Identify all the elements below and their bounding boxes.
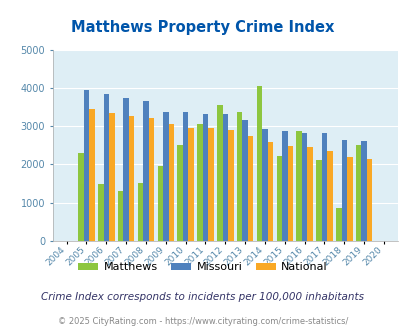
Bar [177,145,182,241]
Bar [202,114,208,241]
Bar [267,142,273,241]
Bar [355,145,360,241]
Text: © 2025 CityRating.com - https://www.cityrating.com/crime-statistics/: © 2025 CityRating.com - https://www.city… [58,317,347,326]
Bar [307,147,312,241]
Legend: Matthews, Missouri, National: Matthews, Missouri, National [73,258,332,277]
Bar [301,133,307,241]
Bar [296,131,301,241]
Bar [236,112,242,241]
Bar [117,191,123,241]
Bar [366,159,371,241]
Bar [129,116,134,241]
Bar [247,136,253,241]
Bar [315,160,321,241]
Bar [360,141,366,241]
Bar [157,166,163,241]
Bar [242,120,247,241]
Text: Crime Index corresponds to incidents per 100,000 inhabitants: Crime Index corresponds to incidents per… [41,292,364,302]
Bar [182,112,188,241]
Bar [256,86,262,241]
Bar [89,109,95,241]
Bar [163,112,168,241]
Bar [228,130,233,241]
Bar [98,184,103,241]
Bar [197,124,202,241]
Bar [321,133,326,241]
Bar [148,118,154,241]
Bar [208,128,213,241]
Bar [346,157,352,241]
Bar [341,140,346,241]
Bar [78,153,83,241]
Bar [335,208,341,241]
Bar [287,146,292,241]
Bar [123,98,129,241]
Bar [281,131,287,241]
Bar [276,156,281,241]
Bar [222,114,228,241]
Bar [216,105,222,241]
Bar [188,128,194,241]
Bar [83,90,89,241]
Bar [143,101,148,241]
Bar [262,129,267,241]
Bar [109,113,114,241]
Bar [326,150,332,241]
Bar [168,124,174,241]
Bar [137,183,143,241]
Bar [103,94,109,241]
Text: Matthews Property Crime Index: Matthews Property Crime Index [71,20,334,35]
